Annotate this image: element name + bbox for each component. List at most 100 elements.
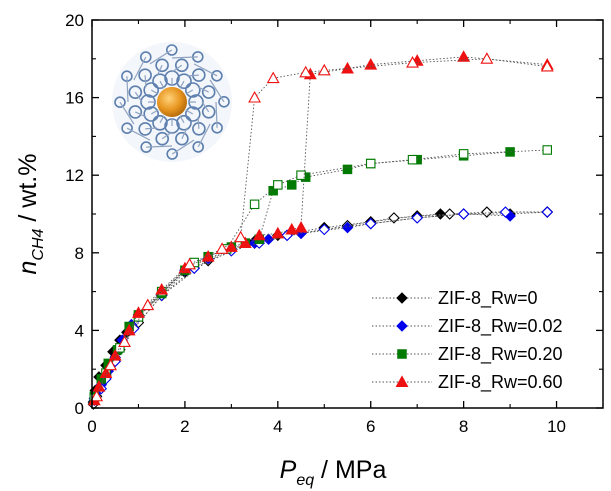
inset-framework-bond [171,64,183,73]
data-point-open [364,217,377,230]
inset-framework-ring [176,73,192,89]
inset-framework-bond [186,74,199,77]
inset-framework-bond [145,127,158,130]
data-point-open [141,298,155,311]
data-point-open [480,52,494,64]
data-point-open [299,65,313,78]
inset-framework-bond [197,86,209,93]
inset-framework-ring [166,148,178,160]
legend-label: ZIF-8_Rw=0 [438,288,538,309]
data-point [341,221,354,234]
legend-marker [395,375,409,387]
data-point-open [104,358,118,371]
data-point-open [388,212,400,224]
inset-framework-bond [150,109,159,115]
inset-framework-ring [166,44,178,56]
series-line [93,211,548,401]
data-point [155,283,169,295]
inset-framework-ring [176,115,192,131]
inset-framework-ring [218,96,230,108]
inset-framework-bond [135,111,147,118]
y-tick-label: 20 [65,11,84,30]
y-axis-title: nCH4 / wt.% [14,154,47,275]
data-point-open [411,212,423,224]
inset-framework-ring [128,105,143,119]
inset-framework-bond [171,139,195,155]
data-point [342,164,353,175]
inset-framework-bond [197,123,211,148]
data-point [132,306,145,318]
data-point-open [365,158,376,169]
x-tick-label: 0 [87,417,96,436]
legend-marker [397,349,407,359]
data-point-open [118,335,131,347]
x-axis-title: Peq / MPa [280,456,387,489]
data-point-open [540,59,554,72]
legend-label: ZIF-8_Rw=0.02 [438,316,563,337]
inset-framework-ring [175,58,189,73]
data-point [457,50,471,62]
inset-framework-bond [134,91,143,103]
inset-framework-bond [144,75,147,88]
y-tick-label: 0 [75,399,84,418]
inset-framework-bond [159,80,165,89]
data-point-open [249,199,260,210]
data-point-open [458,149,469,159]
inset-framework-bond [179,80,185,89]
inset-framework-bond [197,116,200,129]
inset-framework-ring [192,141,204,153]
data-point [287,180,297,190]
inset-framework-bond [126,76,129,103]
x-tick-label: 8 [459,417,468,436]
series-line [93,149,548,399]
y-tick-label: 4 [75,321,84,340]
inset-framework-bond [119,101,135,125]
data-point-open [90,389,104,402]
legend-marker [396,320,408,332]
inset-framework-ring [152,73,168,89]
inset-framework-ring [114,96,126,108]
inset-framework-ring [128,85,143,99]
inset-framework-bond [161,131,173,140]
inset-framework-bond [156,65,163,77]
data-point-open [443,208,456,220]
x-tick-label: 2 [180,417,189,436]
inset-framework-ring [185,106,201,122]
data-point-open [541,206,554,218]
inset-framework-bond [146,145,173,148]
inset-framework-ring [152,115,168,131]
data-point-open [499,206,512,218]
data-point-open [234,230,248,243]
data-point [294,220,308,233]
inset-framework-bond [193,63,218,77]
data-point-open [248,90,262,103]
zif-8-molecule-inset-image [112,42,232,162]
inset-framework-ring [121,122,133,134]
data-point-open [457,208,470,220]
data-layer [87,50,554,410]
inset-framework-bond [126,127,151,141]
inset-framework-bond [185,89,194,95]
inset-framework-ring [143,106,159,122]
inset-framework-ring [140,51,152,63]
inset-framework-bond [215,101,218,128]
series-line [96,58,548,397]
data-point-open [296,170,306,180]
inset-guest-sphere [157,87,187,117]
data-point [224,240,238,252]
data-point-open [266,71,280,84]
data-point-open [273,180,283,190]
inset-framework-ring [201,85,216,99]
inset-framework-ring [155,131,169,146]
inset-framework-bond [179,115,185,124]
data-point [108,348,122,361]
y-tick-label: 8 [75,244,84,263]
x-tick-label: 10 [547,417,566,436]
data-point [434,208,447,220]
inset-framework-bond [181,127,188,139]
data-point [122,323,136,336]
y-tick-label: 16 [65,89,84,108]
data-point-open [542,145,553,155]
inset-framework-ring [185,82,201,98]
